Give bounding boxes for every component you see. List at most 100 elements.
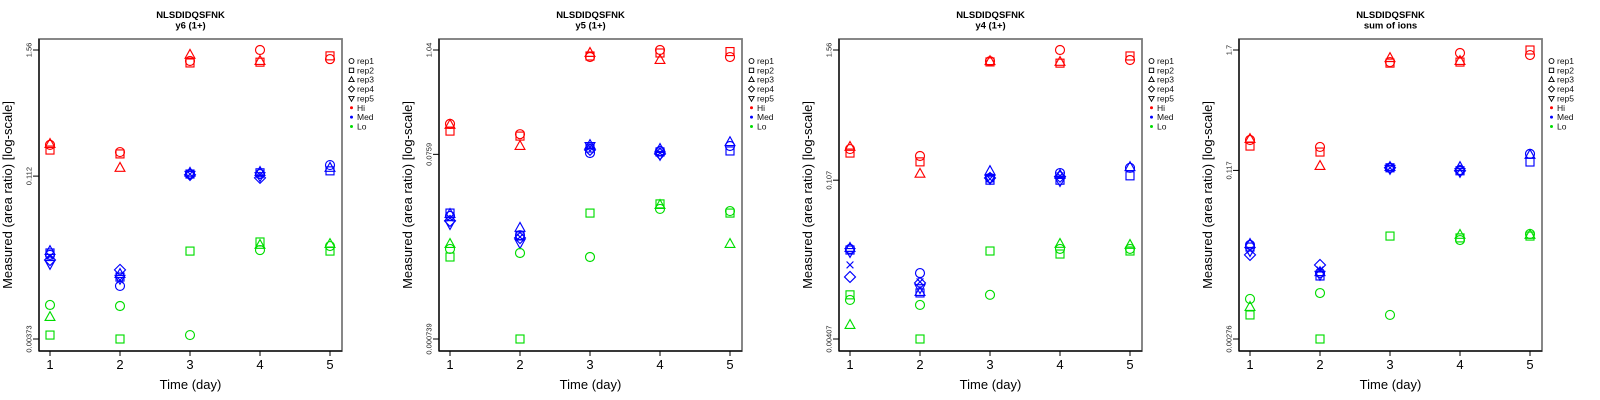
legend-color-dot-icon [350,115,353,119]
x-tick-label: 2 [916,357,923,372]
data-point-hi-square [845,148,855,158]
data-point-hi-square [915,157,925,167]
legend-label: rep5 [1557,93,1574,103]
data-point-med-cross [586,143,594,151]
data-point-lo-triangle [1454,228,1466,239]
legend-item: Hi [1550,103,1565,113]
legend-label: rep1 [757,56,774,66]
legend-item: Med [750,112,774,122]
legend-square-icon [748,67,755,74]
legend-item: rep3 [348,75,374,85]
data-point-lo-square [45,330,55,340]
legend-diamond-icon [1147,85,1156,93]
chart-subtitle: y5 (1+) [575,21,605,32]
data-point-hi-square [1525,45,1535,55]
plot-frame [38,38,343,352]
data-markers [443,44,736,344]
legend-label: rep4 [357,84,374,94]
data-point-med-cross [1316,266,1324,274]
data-point-hi-square [45,145,55,155]
legend-label: rep3 [1157,75,1174,85]
data-point-med-triangle-down [914,284,926,295]
data-point-lo-triangle [1124,238,1136,249]
y-tick-label: 1.56 [25,43,34,58]
x-tick-label: 4 [1056,357,1063,372]
legend-triangle-down-icon [1548,96,1555,103]
x-axis-label: Time (day) [960,377,1022,392]
data-point-hi-circle [724,51,736,63]
data-point-hi-triangle [984,54,996,66]
plot-frame [438,38,743,352]
legend-diamond-icon [1547,85,1556,93]
legend-label: rep1 [1557,56,1574,66]
legend-triangle-icon [1148,75,1155,83]
legend-color-dot-icon [1150,106,1153,110]
legend-label: rep3 [1557,75,1574,85]
legend-circle-icon [748,58,755,64]
data-point-hi-triangle [514,139,526,150]
data-point-lo-square [725,208,735,218]
legend-item: Hi [350,103,365,113]
chart-panel-y6: NLSDIDQSFNK y6 (1+) 1.56 0.112 0.00373 1 2 3 4 5 T… [0,0,400,400]
data-point-med-triangle-down [44,259,56,271]
legend-label: Lo [1157,121,1167,131]
legend-color-dot-icon [1150,124,1153,128]
legend-item: Hi [1150,103,1165,113]
data-point-med-triangle-down [444,220,456,231]
data-point-med-cross [1246,246,1254,254]
data-point-med-square [1525,157,1535,167]
data-point-lo-circle [514,247,526,259]
legend-item: rep5 [348,93,374,103]
data-point-hi-circle [324,54,336,65]
y-tick-label: 0.0759 [425,143,434,166]
legend-label: Hi [1157,103,1165,113]
data-point-med-diamond [43,253,57,267]
legend-label: rep4 [757,84,774,94]
legend-item: rep4 [1547,84,1574,94]
legend-item: rep5 [748,93,774,103]
data-point-lo-triangle [254,238,266,249]
x-tick-label: 3 [186,357,193,372]
data-point-hi-square [325,51,335,61]
x-tick-label: 2 [116,357,123,372]
x-axis-label: Time (day) [1360,377,1422,392]
legend-label: rep3 [357,75,374,85]
y-tick-label: 0.00407 [825,325,834,352]
data-point-med-triangle [324,161,336,172]
data-point-med-diamond [913,276,927,290]
data-point-med-triangle-down [1054,177,1066,188]
data-point-lo-circle [1454,234,1466,246]
data-point-hi-triangle [1054,55,1066,66]
data-point-med-diamond [843,270,857,284]
legend-item: rep1 [1548,56,1574,66]
legend-color-dot-icon [1550,115,1553,119]
x-tick-label: 3 [586,357,593,372]
legend-label: rep4 [1157,84,1174,94]
data-point-med-triangle [724,135,736,147]
data-point-lo-square [1055,249,1065,259]
legend-color-dot-icon [750,115,753,119]
chart-title: NLSDIDQSFNK [556,10,625,21]
data-point-lo-circle [1314,287,1326,299]
data-point-lo-circle [1384,309,1396,321]
data-point-lo-circle [1244,293,1256,305]
data-point-lo-square [1245,310,1255,320]
legend-square-icon [1148,67,1155,74]
legend-item: rep3 [1148,75,1174,85]
legend-item: Lo [1550,121,1567,131]
data-point-med-cross [446,214,454,222]
data-point-med-square [1125,171,1135,181]
legend-label: Lo [757,121,767,131]
legend-item: Med [1150,112,1174,122]
data-point-lo-square [185,246,195,256]
legend-color-dot-icon [750,124,753,128]
x-tick-label: 4 [256,357,263,372]
data-point-lo-triangle [1054,237,1066,248]
data-point-hi-square [115,149,125,159]
x-tick-label: 4 [1456,357,1463,372]
data-point-hi-triangle [114,161,126,172]
